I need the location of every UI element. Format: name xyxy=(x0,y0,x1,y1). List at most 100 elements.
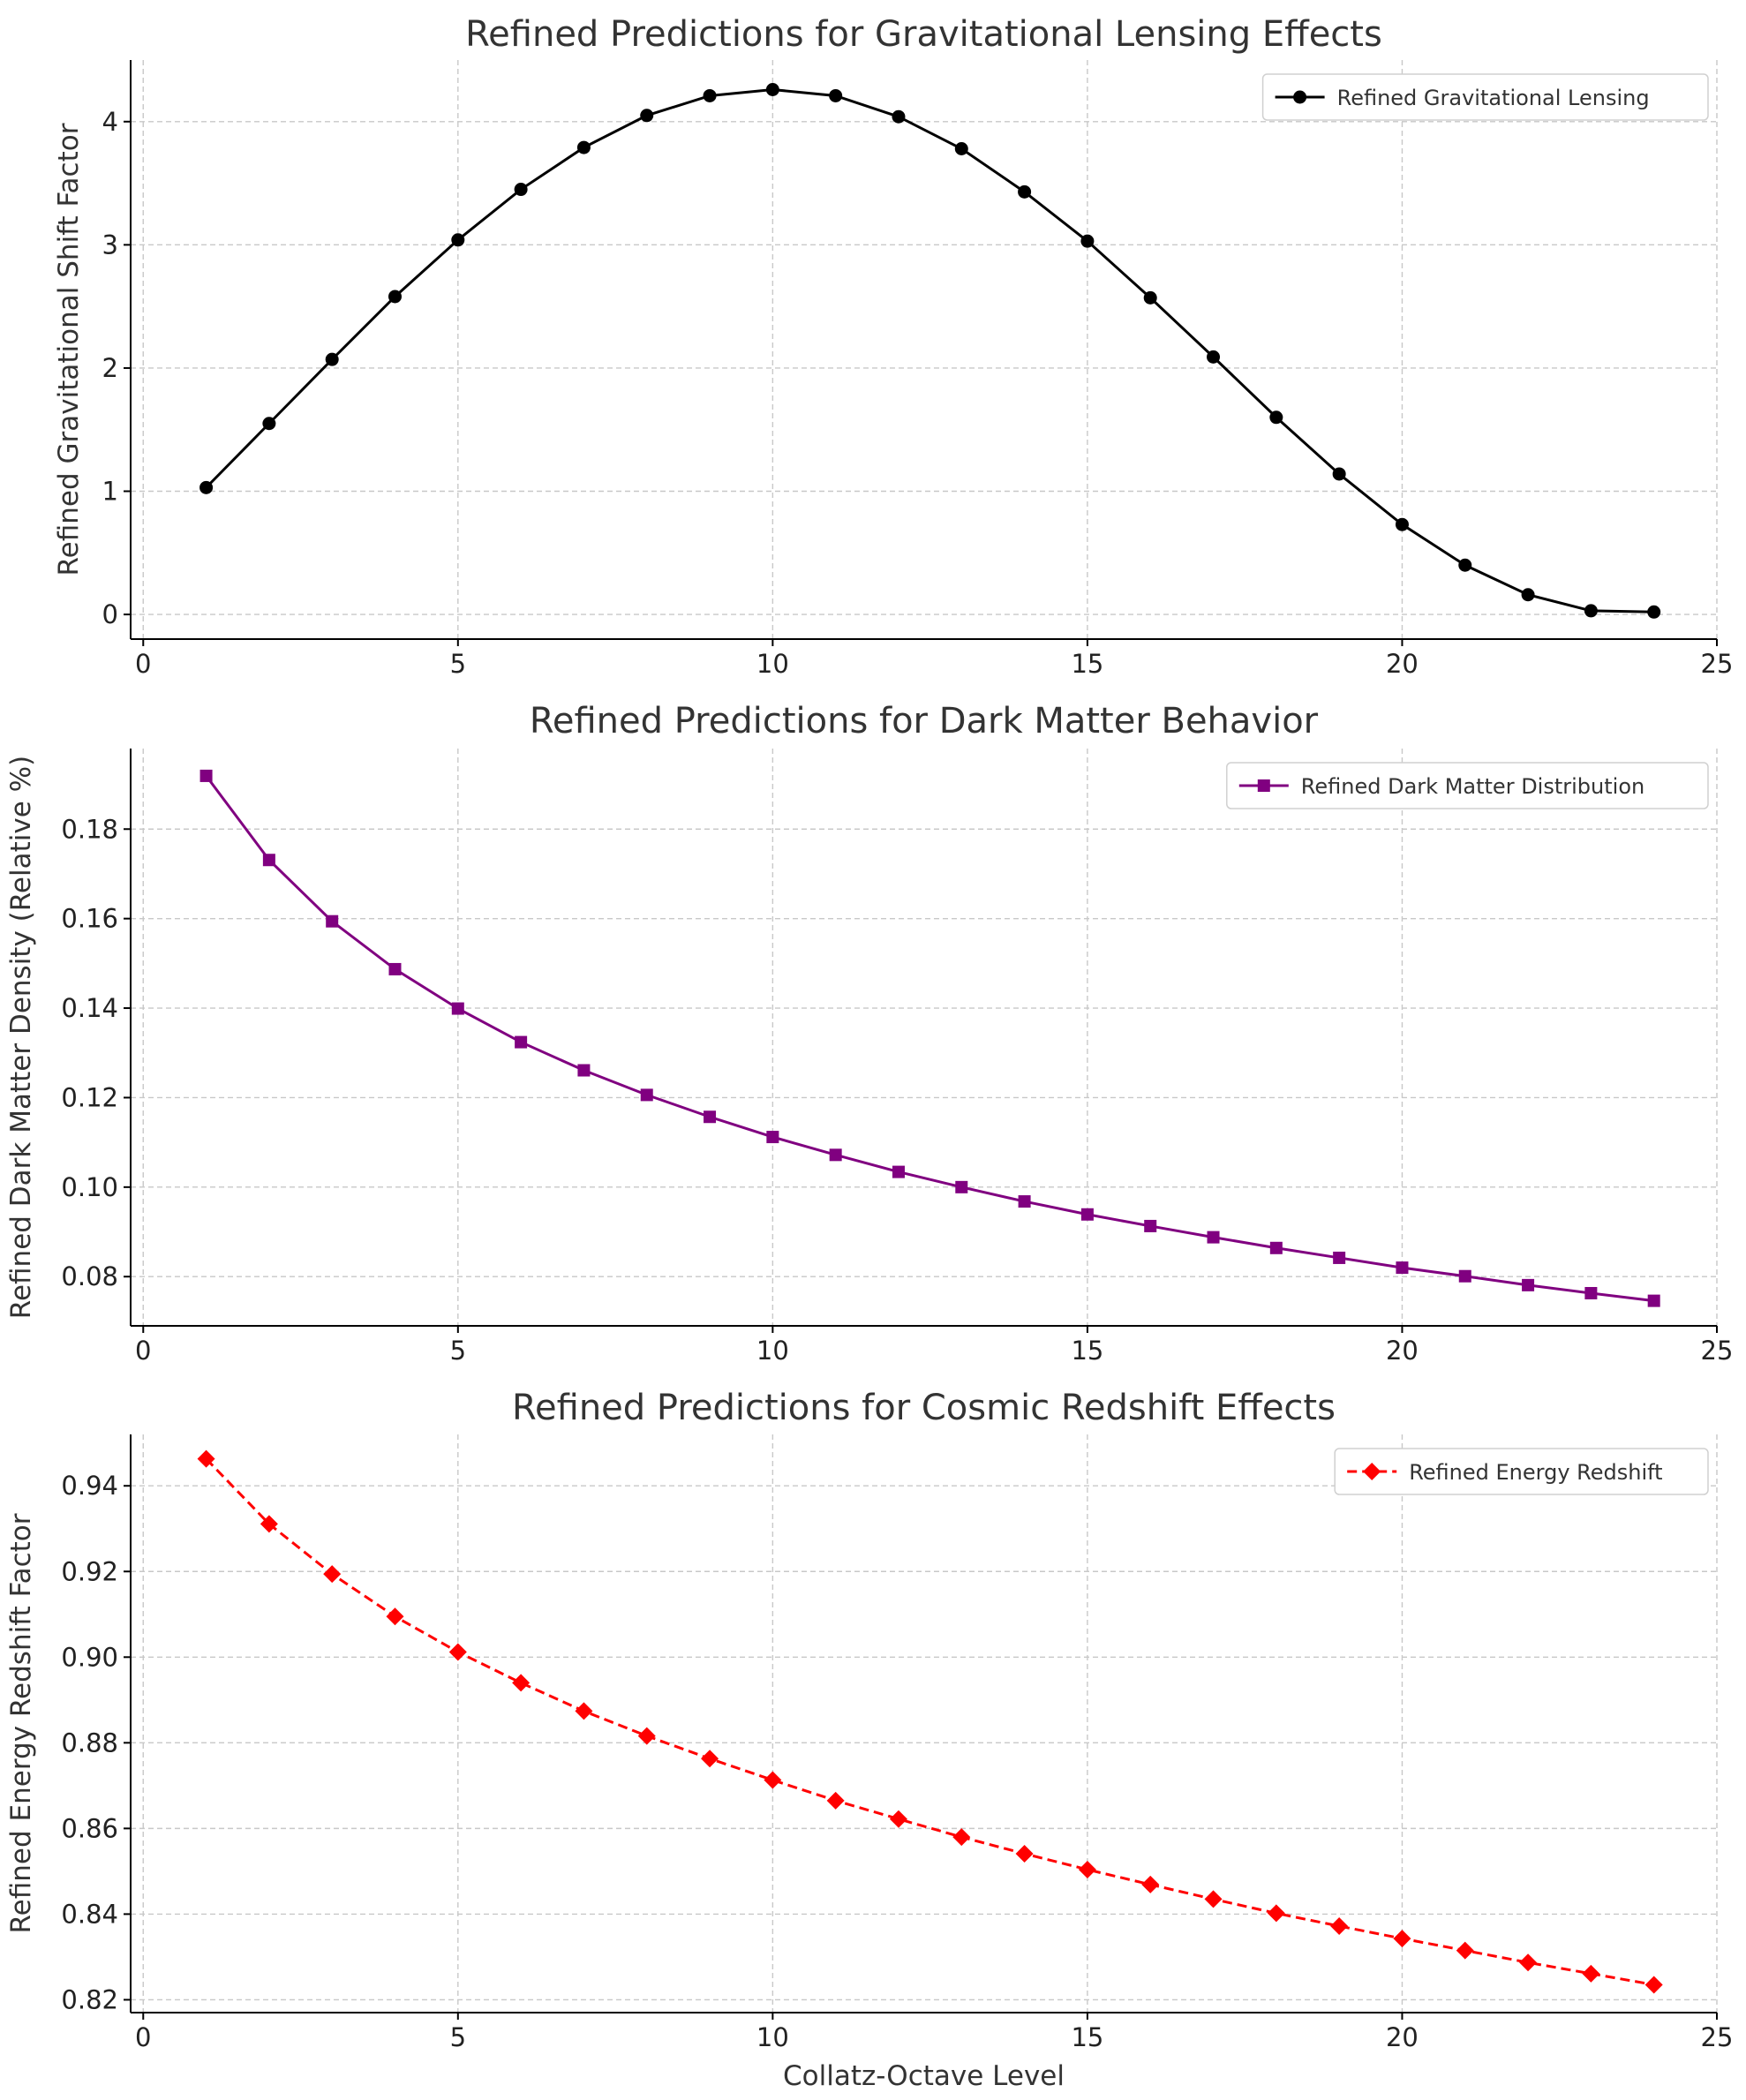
chart-title: Refined Predictions for Dark Matter Beha… xyxy=(530,701,1319,741)
data-point xyxy=(637,1727,656,1745)
chart-panel-2: Refined Predictions for Dark Matter Beha… xyxy=(5,701,1733,1366)
legend-box xyxy=(1334,1448,1709,1495)
grid-lines xyxy=(131,60,1718,639)
series-line xyxy=(205,775,1654,1303)
y-axis-label: Refined Energy Redshift Factor xyxy=(5,1513,37,1933)
chart-title: Refined Predictions for Cosmic Redshift … xyxy=(512,1388,1336,1428)
y-tick-label: 0.82 xyxy=(61,1984,118,2014)
legend-marker xyxy=(1293,90,1307,104)
data-point xyxy=(701,1750,719,1768)
legend-marker xyxy=(1363,1463,1381,1480)
legend-label: Refined Dark Matter Distribution xyxy=(1301,774,1644,799)
legend-label: Refined Gravitational Lensing xyxy=(1337,86,1650,110)
y-tick-label: 4 xyxy=(102,107,118,137)
y-tick-label: 3 xyxy=(102,230,118,260)
x-tick-label: 20 xyxy=(1386,2022,1419,2052)
legend-label: Refined Energy Redshift xyxy=(1409,1460,1662,1485)
y-tick-label: 0.16 xyxy=(61,904,118,934)
y-tick-label: 0.12 xyxy=(61,1082,118,1112)
series-1 xyxy=(199,82,1661,619)
y-tick-label: 0.86 xyxy=(61,1813,118,1843)
data-point xyxy=(1584,1286,1598,1299)
x-tick-label: 25 xyxy=(1701,649,1734,679)
data-point xyxy=(1080,234,1095,248)
y-tick-label: 0.92 xyxy=(61,1556,118,1586)
data-point xyxy=(892,109,906,124)
data-point xyxy=(514,183,528,197)
data-point xyxy=(1141,1875,1160,1893)
y-tick-label: 0.08 xyxy=(61,1261,118,1291)
data-point xyxy=(325,352,339,366)
chart-panel-3: Refined Predictions for Cosmic Redshift … xyxy=(5,1388,1733,2092)
data-point xyxy=(1647,1294,1660,1307)
data-point xyxy=(954,141,968,155)
data-point xyxy=(1267,1904,1285,1923)
x-tick-label: 20 xyxy=(1386,649,1419,679)
y-axis-label: Refined Gravitational Shift Factor xyxy=(53,123,85,576)
data-point xyxy=(1143,290,1157,305)
data-point xyxy=(451,1002,464,1015)
y-tick-label: 0.18 xyxy=(61,814,118,844)
y-tick-label: 1 xyxy=(102,477,118,507)
legend-box xyxy=(1226,762,1709,809)
data-point xyxy=(1393,1930,1411,1948)
series-1 xyxy=(197,1449,1663,1994)
legend: Refined Gravitational Lensing xyxy=(1261,73,1709,121)
data-point xyxy=(326,915,339,928)
data-point xyxy=(1644,1976,1663,1994)
x-tick-label: 0 xyxy=(135,1336,151,1366)
data-point xyxy=(1522,1278,1535,1291)
data-point xyxy=(1269,1241,1283,1254)
data-point xyxy=(1204,1890,1223,1908)
data-point xyxy=(955,1180,968,1193)
data-point xyxy=(262,854,275,867)
data-point xyxy=(388,962,402,975)
data-point xyxy=(640,1088,653,1102)
data-point xyxy=(1332,467,1346,481)
data-point xyxy=(889,1810,907,1828)
data-point xyxy=(260,1515,278,1533)
data-point xyxy=(199,769,213,782)
data-point xyxy=(386,1607,404,1626)
data-point xyxy=(1078,1860,1096,1878)
data-point xyxy=(1207,350,1221,364)
chart-title: Refined Predictions for Gravitational Le… xyxy=(465,14,1382,55)
x-tick-label: 10 xyxy=(756,1336,789,1366)
x-tick-label: 0 xyxy=(135,649,151,679)
y-tick-label: 0.90 xyxy=(61,1642,118,1672)
data-point xyxy=(512,1674,531,1692)
data-point xyxy=(323,1565,342,1584)
data-point xyxy=(1395,517,1409,531)
y-tick-label: 0.10 xyxy=(61,1172,118,1202)
data-point xyxy=(764,1771,782,1789)
y-tick-label: 0.88 xyxy=(61,1727,118,1758)
data-point xyxy=(1207,1231,1220,1244)
data-point xyxy=(1330,1916,1349,1935)
x-tick-label: 15 xyxy=(1071,1336,1103,1366)
x-tick-label: 5 xyxy=(450,649,466,679)
data-point xyxy=(1458,1269,1471,1283)
data-point xyxy=(1647,605,1661,619)
data-point xyxy=(515,1035,528,1049)
y-tick-label: 0.94 xyxy=(61,1471,118,1501)
x-tick-label: 20 xyxy=(1386,1336,1419,1366)
data-point xyxy=(1582,1964,1600,1983)
x-tick-label: 15 xyxy=(1071,649,1103,679)
data-point xyxy=(1333,1251,1346,1264)
series-1 xyxy=(199,769,1660,1307)
data-point xyxy=(1458,558,1472,572)
legend: Refined Dark Matter Distribution xyxy=(1226,762,1709,809)
x-tick-label: 10 xyxy=(756,649,789,679)
data-point xyxy=(1015,1844,1034,1863)
data-point xyxy=(1521,588,1535,602)
data-point xyxy=(766,1131,779,1144)
series-line xyxy=(205,1457,1654,1986)
y-tick-label: 0.14 xyxy=(61,993,118,1023)
data-point xyxy=(892,1165,905,1178)
data-point xyxy=(388,290,402,304)
data-point xyxy=(952,1828,971,1847)
y-axis-label: Refined Dark Matter Density (Relative %) xyxy=(5,756,37,1319)
x-tick-label: 5 xyxy=(450,2022,466,2052)
y-tick-label: 2 xyxy=(102,353,118,383)
data-point xyxy=(1456,1941,1474,1960)
